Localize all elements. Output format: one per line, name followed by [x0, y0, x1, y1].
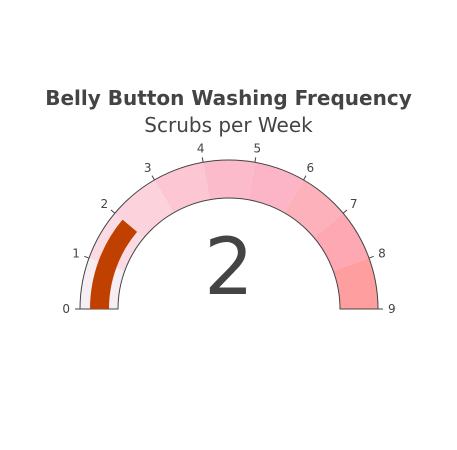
- gauge-step-3: [114, 179, 174, 238]
- gauge-tick-5: [254, 157, 257, 163]
- gauge-tick-label-2: 2: [100, 197, 108, 211]
- chart-title: Belly Button Washing Frequency: [45, 86, 412, 110]
- gauge-tick-label-0: 0: [62, 302, 70, 316]
- gauge-tick-label-4: 4: [197, 141, 205, 155]
- gauge-tick-label-5: 5: [253, 141, 261, 155]
- gauge-tick-label-6: 6: [307, 161, 315, 175]
- gauge-step-6: [248, 162, 304, 213]
- gauge-tick-8: [368, 255, 374, 259]
- gauge-tick-7: [342, 209, 348, 214]
- gauge-tick-label-7: 7: [350, 197, 358, 211]
- gauge-tick-label-1: 1: [72, 246, 80, 260]
- gauge-value-bar: [90, 219, 138, 309]
- gauge-tick-3: [151, 175, 155, 181]
- gauge-tick-label-8: 8: [378, 246, 386, 260]
- gauge-tick-label-9: 9: [388, 302, 396, 316]
- gauge-ticks: 0 1 2 3 4 5 6 7 8 9: [62, 141, 395, 316]
- gauge-step-8: [314, 213, 370, 272]
- gauge-step-9: [333, 258, 378, 309]
- gauge-tick-1: [84, 255, 90, 259]
- gauge-step-4: [154, 162, 210, 213]
- gauge-outline: [79, 159, 379, 310]
- gauge-steps: [80, 159, 378, 309]
- gauge-step-7: [284, 179, 344, 238]
- chart-subtitle: Scrubs per Week: [144, 113, 313, 137]
- gauge-value-number: 2: [204, 223, 254, 313]
- gauge-tick-4: [201, 157, 204, 163]
- gauge-step-5: [203, 159, 255, 200]
- gauge-tick-6: [303, 175, 307, 181]
- gauge-tick-label-3: 3: [144, 161, 152, 175]
- gauge-tick-2: [110, 209, 116, 214]
